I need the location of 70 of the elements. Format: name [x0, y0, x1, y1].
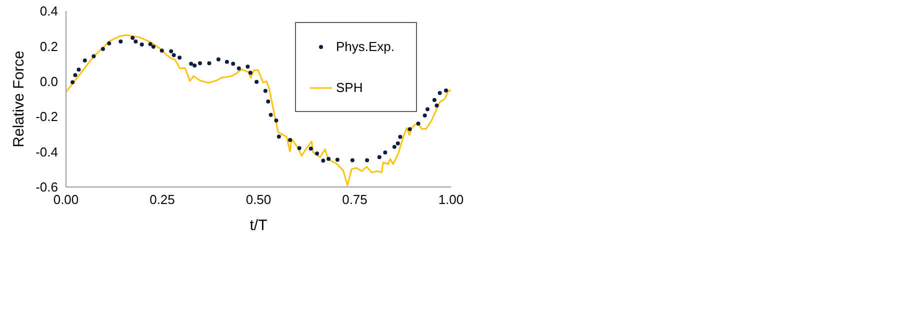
point [308, 146, 313, 151]
point [118, 39, 123, 44]
point [224, 60, 229, 64]
x-tick-label: 0.75 [342, 192, 368, 208]
point [321, 158, 326, 163]
x-tick-label: 0.50 [246, 192, 272, 208]
point [398, 134, 402, 139]
point [160, 48, 164, 53]
point [288, 138, 292, 142]
point [266, 99, 270, 104]
point [326, 156, 331, 161]
point [134, 39, 138, 44]
point [107, 41, 112, 46]
point [392, 144, 396, 149]
point [92, 54, 96, 58]
point [207, 61, 212, 66]
point [189, 62, 194, 66]
x-tick-label: 1.00 [438, 192, 464, 208]
point [82, 58, 87, 62]
point [192, 64, 197, 68]
point [76, 68, 81, 72]
point [350, 158, 354, 162]
point [263, 88, 268, 93]
point [315, 152, 320, 156]
point [422, 114, 427, 118]
point [408, 127, 412, 132]
point [444, 88, 448, 93]
y-tick-label: -0.6 [36, 180, 58, 195]
point [377, 155, 382, 160]
point [248, 70, 252, 75]
point [140, 42, 144, 46]
y-tick-label: 0.2 [40, 38, 58, 54]
y-tick-label: -0.2 [36, 109, 58, 124]
point [365, 158, 370, 162]
point [426, 107, 430, 112]
y-axis-title: Relative Force [10, 50, 28, 148]
point [151, 44, 156, 49]
point [198, 61, 202, 66]
point [438, 91, 442, 96]
legend-label: SPH [336, 80, 363, 95]
point [100, 47, 105, 52]
point [268, 112, 273, 117]
point [432, 98, 436, 102]
point [236, 66, 241, 70]
point [130, 36, 135, 40]
y-tick-label: -0.4 [36, 144, 58, 160]
x-axis-title: t/T [250, 217, 268, 234]
point [335, 158, 340, 162]
point [231, 62, 236, 66]
point [246, 64, 250, 69]
y-tick-label: 0.4 [40, 4, 58, 19]
point [70, 80, 75, 84]
point [434, 104, 439, 108]
point [216, 57, 220, 62]
point [172, 53, 176, 58]
point [396, 141, 400, 146]
point [276, 134, 281, 139]
x-tick-label: 0.00 [53, 192, 79, 208]
point [169, 49, 174, 54]
legend-label: Phys.Exp. [336, 39, 395, 54]
point [274, 118, 278, 122]
point [254, 80, 259, 84]
point [383, 150, 388, 155]
point [148, 42, 152, 46]
x-tick-label: 0.25 [150, 192, 175, 208]
point [297, 146, 302, 150]
point [73, 73, 78, 78]
point [416, 122, 420, 126]
point [178, 56, 182, 60]
y-tick-label: 0.0 [40, 74, 58, 90]
